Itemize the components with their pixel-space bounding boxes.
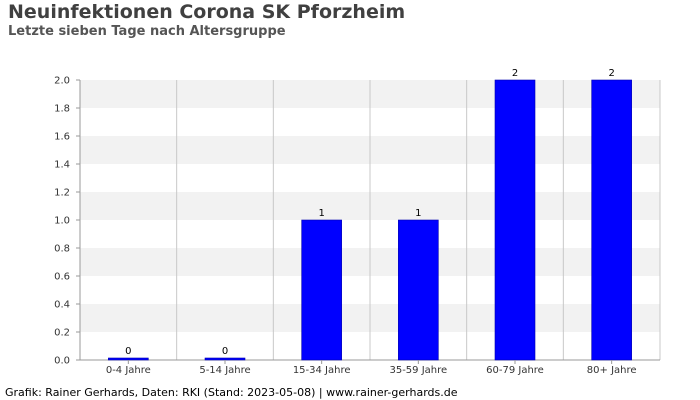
x-tick-label: 0-4 Jahre <box>106 365 151 376</box>
y-tick-label: 0.4 <box>54 300 70 311</box>
data-label: 0 <box>222 346 228 357</box>
y-tick-label: 1.2 <box>54 188 70 199</box>
bar <box>398 219 439 361</box>
y-tick-label: 1.8 <box>54 104 70 115</box>
data-label: 1 <box>415 208 421 219</box>
y-tick-label: 1.4 <box>54 160 70 171</box>
bar <box>301 219 342 361</box>
bar <box>108 357 149 361</box>
bar <box>591 79 632 361</box>
data-label: 2 <box>512 68 518 79</box>
y-tick-label: 0.8 <box>54 244 70 255</box>
bar <box>204 357 246 361</box>
x-tick-label: 5-14 Jahre <box>199 365 250 376</box>
data-label: 2 <box>608 68 614 79</box>
source-footer: Grafik: Rainer Gerhards, Daten: RKI (Sta… <box>5 386 458 399</box>
x-tick-label: 60-79 Jahre <box>486 365 544 376</box>
y-tick-label: 1.0 <box>54 216 70 227</box>
data-label: 0 <box>125 346 131 357</box>
x-tick-label: 35-59 Jahre <box>389 365 447 376</box>
chart-subtitle: Letzte sieben Tage nach Altersgruppe <box>8 24 286 39</box>
y-tick-label: 1.6 <box>54 132 70 143</box>
bar <box>494 79 536 361</box>
data-label: 1 <box>318 208 324 219</box>
y-tick-label: 0.0 <box>54 356 70 367</box>
x-tick-label: 80+ Jahre <box>587 365 637 376</box>
y-tick-label: 0.2 <box>54 328 70 339</box>
x-tick-label: 15-34 Jahre <box>293 365 351 376</box>
y-tick-label: 2.0 <box>54 76 70 87</box>
chart-title: Neuinfektionen Corona SK Pforzheim <box>8 1 406 23</box>
y-tick-label: 0.6 <box>54 272 70 283</box>
